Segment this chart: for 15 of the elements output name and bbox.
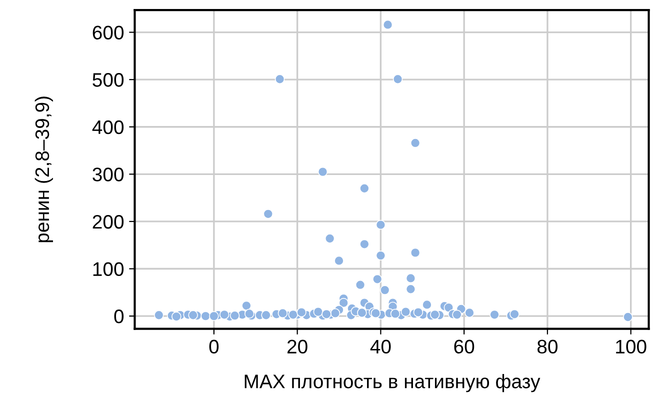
y-tick-label: 0 — [114, 310, 124, 324]
y-tick-label: 400 — [92, 120, 124, 134]
x-tick-label: 20 — [287, 340, 308, 354]
y-tick-label: 300 — [92, 168, 124, 182]
y-tick-label: 600 — [92, 26, 124, 40]
y-tick-label: 200 — [92, 214, 124, 229]
x-axis-title: MAX плотность в нативную фазу — [244, 374, 540, 392]
y-axis-title: ренин (2,8–39,9) — [34, 96, 53, 242]
x-tick-label: 0 — [209, 340, 219, 354]
x-tick-label: 40 — [370, 340, 391, 354]
x-tick-label: 80 — [537, 340, 558, 354]
x-tick-label: 100 — [616, 340, 646, 354]
y-tick-label: 500 — [92, 73, 124, 87]
y-tick-label: 100 — [93, 262, 124, 276]
x-tick-label: 60 — [454, 340, 474, 354]
